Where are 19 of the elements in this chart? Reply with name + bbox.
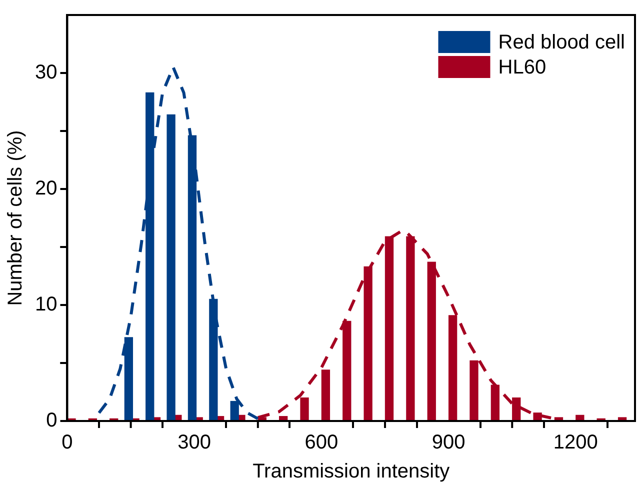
x-tick-label: 300 xyxy=(178,432,212,454)
x-axis-title: Transmission intensity xyxy=(252,460,450,483)
y-tick-label: 0 xyxy=(46,410,58,432)
y-tick-label: 20 xyxy=(34,178,58,200)
x-tick-label: 600 xyxy=(304,432,338,454)
bar xyxy=(166,114,176,420)
x-tick-label: 1200 xyxy=(553,432,598,454)
bar xyxy=(618,417,627,420)
legend-label: HL60 xyxy=(498,56,546,79)
bar xyxy=(554,417,564,420)
y-tick-label: 10 xyxy=(34,294,58,316)
y-axis-title: Number of cells (%) xyxy=(4,130,27,306)
line-series xyxy=(98,66,260,420)
bar xyxy=(279,416,288,420)
x-tick-label: 0 xyxy=(62,432,73,454)
y-tick-label: 30 xyxy=(34,62,58,84)
x-tick-label: 900 xyxy=(432,432,466,454)
legend-label: Red blood cell xyxy=(498,32,625,54)
bar xyxy=(576,414,584,420)
